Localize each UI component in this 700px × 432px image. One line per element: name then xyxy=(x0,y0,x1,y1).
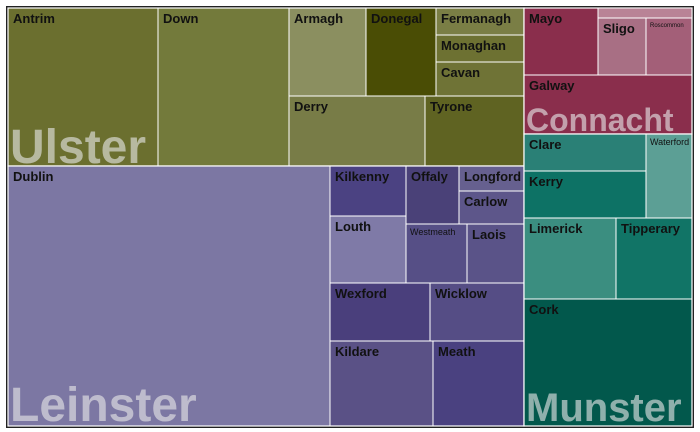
county-cell-longford[interactable] xyxy=(458,165,525,192)
county-cork[interactable]: Cork xyxy=(523,298,693,427)
county-meath[interactable]: Meath xyxy=(432,340,525,427)
province-connacht: Mayo Sligo Roscommon Galway xyxy=(523,7,693,135)
county-cell-westmeath[interactable] xyxy=(405,223,468,284)
province-leinster: Dublin Kilkenny Offaly Longford Carlow Louth W… xyxy=(7,165,525,427)
county-label-tyrone: Tyrone xyxy=(430,99,472,114)
county-label-louth: Louth xyxy=(335,219,371,234)
county-label-meath: Meath xyxy=(438,344,476,359)
province-munster: Clare Kerry Waterford Limerick Tipperary Cork xyxy=(523,133,693,427)
county-label-limerick: Limerick xyxy=(529,221,583,236)
county-label-cavan: Cavan xyxy=(441,65,480,80)
county-kildare[interactable]: Kildare xyxy=(329,340,434,427)
county-label-kilkenny: Kilkenny xyxy=(335,169,390,184)
county-tyrone[interactable]: Tyrone xyxy=(424,95,525,167)
county-label-monaghan: Monaghan xyxy=(441,38,506,53)
county-roscommon[interactable]: Roscommon xyxy=(645,17,693,76)
county-label-carlow: Carlow xyxy=(464,194,508,209)
county-label-offaly: Offaly xyxy=(411,169,449,184)
county-wexford[interactable]: Wexford xyxy=(329,282,431,342)
county-cell-dublin[interactable] xyxy=(7,165,331,427)
county-offaly[interactable]: Offaly xyxy=(405,165,460,225)
county-carlow[interactable]: Carlow xyxy=(458,190,525,225)
county-label-tipperary: Tipperary xyxy=(621,221,681,236)
province-label-connacht: Connacht xyxy=(526,102,674,138)
province-label-ulster: Ulster xyxy=(10,121,146,174)
county-cell-carlow[interactable] xyxy=(458,190,525,225)
county-cell-kerry[interactable] xyxy=(523,170,647,219)
county-mayo[interactable]: Mayo xyxy=(523,7,599,76)
county-galway[interactable]: Galway xyxy=(523,74,693,135)
county-label-longford: Longford xyxy=(464,169,521,184)
county-label-fermanagh: Fermanagh xyxy=(441,11,511,26)
county-longford[interactable]: Longford xyxy=(458,165,525,192)
county-label-derry: Derry xyxy=(294,99,329,114)
county-label-armagh: Armagh xyxy=(294,11,343,26)
county-sligo[interactable]: Sligo xyxy=(597,17,647,76)
county-kilkenny[interactable]: Kilkenny xyxy=(329,165,407,217)
county-cell-kildare[interactable] xyxy=(329,340,434,427)
county-label-donegal: Donegal xyxy=(371,11,422,26)
county-cell-derry[interactable] xyxy=(288,95,426,167)
county-cell-tipperary[interactable] xyxy=(615,217,693,300)
county-label-kerry: Kerry xyxy=(529,174,564,189)
county-label-waterford: Waterford xyxy=(650,137,689,147)
county-fermanagh[interactable]: Fermanagh xyxy=(435,7,525,36)
county-antrim[interactable]: Antrim xyxy=(7,7,159,167)
connacht-top-strip xyxy=(597,7,693,19)
county-cell-tyrone[interactable] xyxy=(424,95,525,167)
county-cell-meath[interactable] xyxy=(432,340,525,427)
county-waterford[interactable]: Waterford xyxy=(645,133,693,219)
county-cell-down[interactable] xyxy=(157,7,290,167)
county-label-antrim: Antrim xyxy=(13,11,55,26)
county-label-clare: Clare xyxy=(529,137,562,152)
province-label-leinster: Leinster xyxy=(10,379,197,432)
county-cell-cavan[interactable] xyxy=(435,61,525,97)
county-armagh[interactable]: Armagh xyxy=(288,7,367,97)
county-label-roscommon: Roscommon xyxy=(650,23,684,29)
province-label-munster: Munster xyxy=(526,386,682,430)
county-label-sligo: Sligo xyxy=(603,21,635,36)
county-wicklow[interactable]: Wicklow xyxy=(429,282,525,342)
county-cell-waterford[interactable] xyxy=(645,133,693,219)
county-cell-armagh[interactable] xyxy=(288,7,367,97)
county-label-mayo: Mayo xyxy=(529,11,562,26)
county-label-down: Down xyxy=(163,11,198,26)
county-label-laois: Laois xyxy=(472,227,506,242)
county-clare[interactable]: Clare xyxy=(523,133,647,172)
county-label-kildare: Kildare xyxy=(335,344,379,359)
county-laois[interactable]: Laois xyxy=(466,223,525,284)
county-cell-wexford[interactable] xyxy=(329,282,431,342)
county-dublin[interactable]: Dublin xyxy=(7,165,331,427)
county-label-dublin: Dublin xyxy=(13,169,53,184)
county-label-westmeath: Westmeath xyxy=(410,227,455,237)
county-cavan[interactable]: Cavan xyxy=(435,61,525,97)
county-label-galway: Galway xyxy=(529,78,575,93)
county-kerry[interactable]: Kerry xyxy=(523,170,647,219)
county-down[interactable]: Down xyxy=(157,7,290,167)
county-louth[interactable]: Louth xyxy=(329,215,407,284)
county-limerick[interactable]: Limerick xyxy=(523,217,617,300)
county-tipperary[interactable]: Tipperary xyxy=(615,217,693,300)
county-derry[interactable]: Derry xyxy=(288,95,426,167)
county-westmeath[interactable]: Westmeath xyxy=(405,223,468,284)
county-cell-galway[interactable] xyxy=(523,74,693,135)
province-ulster: Antrim Down Armagh Donegal Fermanagh Monaghan… xyxy=(7,7,525,167)
county-label-wexford: Wexford xyxy=(335,286,387,301)
county-cell-cork[interactable] xyxy=(523,298,693,427)
county-label-cork: Cork xyxy=(529,302,559,317)
county-label-wicklow: Wicklow xyxy=(435,286,488,301)
county-monaghan[interactable]: Monaghan xyxy=(435,34,525,63)
county-cell-antrim[interactable] xyxy=(7,7,159,167)
province-border-munster xyxy=(523,133,693,427)
county-donegal[interactable]: Donegal xyxy=(365,7,437,97)
